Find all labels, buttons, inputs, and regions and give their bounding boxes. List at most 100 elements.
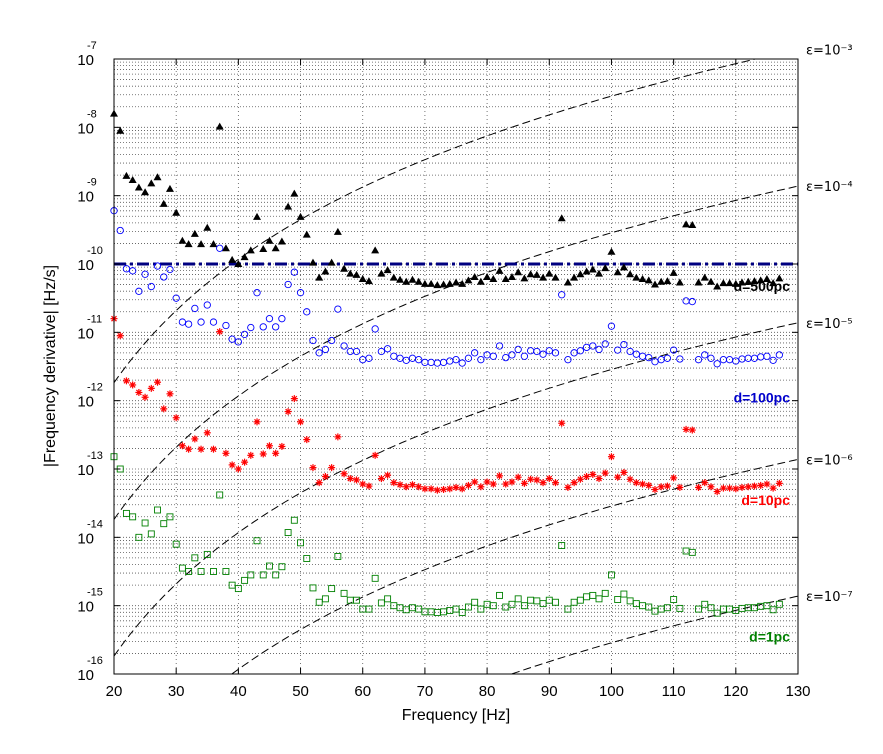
circle-point [750, 354, 759, 362]
star-stroke [204, 429, 211, 436]
star-point [328, 464, 336, 472]
star-stroke [453, 484, 459, 491]
triangle-point [178, 236, 187, 244]
circle-point [191, 304, 199, 313]
star-stroke [316, 479, 323, 486]
star-stroke [732, 485, 739, 492]
star-point [670, 474, 678, 482]
star-point [321, 473, 329, 481]
star-point [589, 470, 597, 478]
triangle-point [507, 272, 516, 280]
circle-point [365, 354, 373, 362]
star-stroke [390, 479, 397, 486]
triangle-point [308, 258, 317, 266]
star-stroke [421, 485, 428, 492]
square-point [278, 563, 286, 571]
star-point [626, 475, 634, 483]
star-point [384, 471, 392, 479]
triangle-point [315, 273, 324, 281]
spindown-curve [511, 595, 799, 675]
square-point [520, 602, 528, 610]
circle-point [489, 352, 497, 360]
star-point [346, 475, 354, 483]
star-stroke [247, 452, 254, 459]
circle-point [620, 340, 628, 349]
star-stroke [589, 471, 596, 478]
square-point [576, 596, 584, 604]
star-point [545, 475, 553, 483]
triangle-point [489, 275, 498, 283]
star-stroke [378, 475, 385, 482]
circle-point [377, 347, 386, 356]
triangle-point [719, 279, 728, 287]
triangle-point [246, 246, 255, 254]
star-point [595, 475, 603, 483]
star-stroke [446, 485, 453, 492]
star-point [695, 483, 703, 491]
star-point [253, 418, 261, 426]
circle-point [713, 360, 721, 368]
triangle-point [476, 277, 485, 285]
square-point [253, 537, 261, 545]
x-tick-label: 40 [230, 683, 247, 700]
square-point [216, 491, 224, 499]
star-point [763, 480, 771, 488]
square-point [328, 585, 336, 593]
circle-point [402, 356, 410, 364]
triangle-point [172, 208, 181, 216]
star-point [757, 481, 765, 489]
triangle-point [576, 270, 585, 278]
star-point [496, 472, 504, 480]
triangle-point [613, 268, 622, 276]
epsilon-label: ε=10⁻⁶ [806, 453, 853, 468]
triangle-point [159, 199, 168, 207]
y-tick-label: 10 [77, 667, 94, 684]
square-point [160, 520, 168, 528]
star-stroke [627, 476, 634, 483]
square-point [234, 585, 242, 593]
triangle-point [215, 122, 224, 130]
triangle-point [532, 270, 541, 278]
star-stroke [745, 483, 752, 490]
star-stroke [496, 472, 503, 479]
y-tick-exponent: -11 [87, 313, 102, 325]
star-point [265, 442, 273, 450]
star-point [452, 483, 460, 491]
circle-point [216, 244, 224, 252]
circle-point [757, 353, 765, 361]
circle-point [645, 353, 653, 362]
star-stroke [328, 464, 335, 471]
circle-point [589, 342, 597, 350]
circle-point [520, 352, 529, 360]
circle-point [197, 318, 205, 326]
y-tick-label: 10 [77, 189, 94, 206]
square-point [309, 584, 317, 592]
triangle-point [738, 278, 747, 286]
annotations: d=500pc d=100pc d=10pc d=1pc [734, 278, 791, 645]
circle-point [396, 354, 404, 362]
triangle-point [271, 244, 280, 252]
circle-point [278, 315, 286, 323]
star-stroke [129, 382, 136, 388]
star-point [160, 405, 168, 413]
triangle-point [165, 184, 174, 192]
circle-point [539, 350, 547, 358]
star-point [719, 484, 727, 492]
star-stroke [714, 488, 721, 495]
circle-point [558, 291, 566, 299]
star-point [539, 479, 547, 487]
triangle-point [657, 277, 666, 285]
star-point [433, 486, 441, 494]
triangle-point [694, 278, 703, 286]
star-point [651, 486, 659, 493]
circle-point [234, 338, 243, 346]
star-stroke [521, 480, 528, 487]
circle-point [327, 336, 336, 345]
circle-point [147, 282, 155, 291]
x-tick-label: 110 [662, 683, 686, 700]
star-point [726, 484, 734, 492]
star-point [154, 378, 162, 386]
triangle-point [756, 276, 765, 284]
axis-ticks [113, 58, 799, 675]
star-stroke [154, 379, 161, 386]
